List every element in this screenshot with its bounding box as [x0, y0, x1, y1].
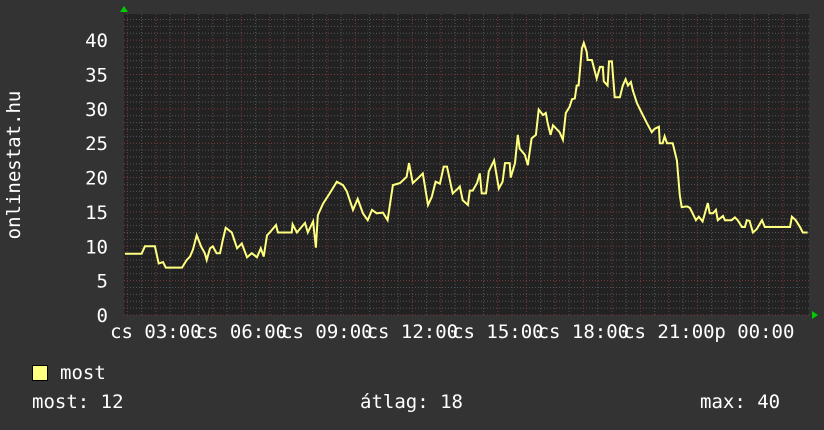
- x-tick-label: cs 06:00: [196, 321, 288, 343]
- y-tick-label: 40: [85, 30, 108, 52]
- grid: [124, 14, 809, 316]
- stat-average: átlag: 18: [360, 391, 463, 413]
- y-tick-label: 35: [85, 64, 108, 86]
- y-tick-label: 10: [85, 236, 108, 258]
- y-tick-label: 0: [97, 305, 108, 327]
- series-line-most: [125, 39, 808, 269]
- x-tick-label: cs 09:00: [281, 321, 373, 343]
- x-tick-label: p 00:00: [714, 321, 794, 343]
- stat-current: most: 12: [32, 391, 124, 413]
- y-axis: 0 5 10 15 20 25 30 35 40: [85, 30, 108, 327]
- x-tick-label: cs 03:00: [110, 321, 202, 343]
- legend-label: most: [60, 362, 106, 384]
- y-tick-label: 20: [85, 168, 108, 190]
- stat-max: max: 40: [700, 391, 781, 413]
- legend: most: [32, 362, 106, 384]
- y-axis-arrow-icon: [120, 6, 128, 12]
- x-tick-label: cs 15:00: [452, 321, 544, 343]
- x-tick-label: cs 21:00: [623, 321, 715, 343]
- y-tick-label: 5: [97, 271, 108, 293]
- y-tick-label: 25: [85, 133, 108, 155]
- x-axis-arrow-icon: [812, 311, 818, 319]
- legend-swatch: [32, 365, 48, 381]
- y-axis-label: onlinestat.hu: [3, 91, 25, 240]
- x-tick-label: cs 18:00: [538, 321, 630, 343]
- y-tick-label: 15: [85, 202, 108, 224]
- y-tick-label: 30: [85, 99, 108, 121]
- plot-area: [124, 14, 809, 315]
- x-tick-label: cs 12:00: [367, 321, 459, 343]
